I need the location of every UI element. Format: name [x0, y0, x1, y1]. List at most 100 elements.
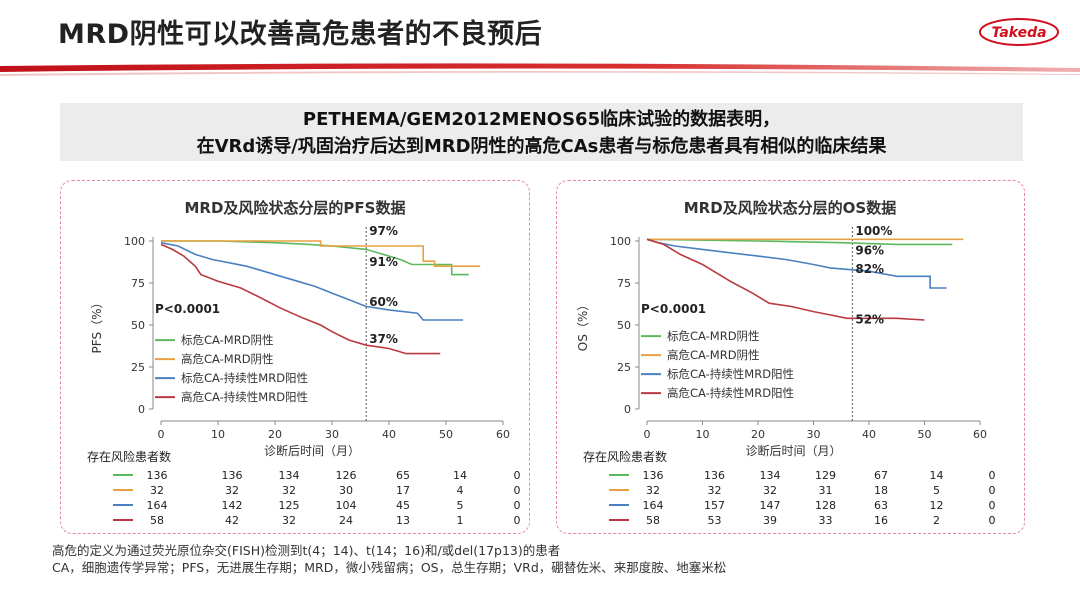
survival-annotation: 37% — [369, 332, 398, 346]
legend-label: 标危CA-持续性MRD阳性 — [181, 371, 308, 385]
x-tick-label: 60 — [973, 428, 987, 441]
survival-annotation: 52% — [855, 313, 884, 327]
series-line — [161, 240, 481, 267]
risk-count: 142 — [222, 499, 243, 512]
os-panel: MRD及风险状态分层的OS数据 0 25 50 75 100 0 10 20 30 40 50 60 诊断… — [556, 180, 1025, 534]
banner-line-1: PETHEMA/GEM2012MENOS65临床试验的数据表明， — [302, 109, 781, 130]
risk-count: 33 — [819, 514, 833, 527]
takeda-logo: Takeda — [979, 18, 1059, 46]
y-tick-label: 50 — [131, 319, 145, 332]
risk-count: 32 — [282, 484, 296, 497]
survival-annotation: 91% — [369, 255, 398, 269]
chart-title: MRD及风险状态分层的PFS数据 — [185, 199, 406, 217]
x-tick-label: 10 — [696, 428, 710, 441]
survival-annotation: 100% — [855, 224, 892, 238]
risk-count: 14 — [930, 469, 944, 482]
survival-annotation: 82% — [855, 262, 884, 276]
p-value: P<0.0001 — [155, 302, 220, 316]
legend-label: 高危CA-持续性MRD阳性 — [667, 386, 794, 400]
y-tick-label: 75 — [617, 277, 631, 290]
risk-count: 125 — [279, 499, 300, 512]
series-line — [160, 241, 464, 321]
x-tick-label: 10 — [211, 428, 225, 441]
risk-count: 12 — [930, 499, 944, 512]
risk-count: 58 — [150, 514, 164, 527]
x-tick-label: 50 — [439, 428, 453, 441]
series-line — [160, 243, 441, 355]
risk-table-title: 存在风险患者数 — [87, 449, 171, 464]
risk-count: 45 — [396, 499, 410, 512]
risk-count: 63 — [874, 499, 888, 512]
risk-count: 128 — [815, 499, 836, 512]
x-tick-label: 20 — [268, 428, 282, 441]
risk-count: 24 — [339, 514, 353, 527]
risk-count: 129 — [815, 469, 836, 482]
risk-count: 147 — [760, 499, 781, 512]
risk-count: 58 — [646, 514, 660, 527]
risk-count: 14 — [453, 469, 467, 482]
legend-label: 高危CA-持续性MRD阳性 — [181, 390, 308, 404]
risk-count: 157 — [704, 499, 725, 512]
risk-count: 4 — [457, 484, 464, 497]
risk-count: 67 — [874, 469, 888, 482]
legend-label: 高危CA-MRD阴性 — [181, 352, 274, 366]
risk-count: 5 — [457, 499, 464, 512]
y-tick-label: 0 — [138, 403, 145, 416]
x-tick-label: 30 — [325, 428, 339, 441]
risk-count: 18 — [874, 484, 888, 497]
risk-count: 0 — [989, 484, 996, 497]
legend-label: 高危CA-MRD阴性 — [667, 348, 760, 362]
header-swoosh — [0, 63, 1080, 76]
risk-count: 53 — [708, 514, 722, 527]
y-axis-label: PFS（%） — [90, 297, 104, 354]
summary-banner: PETHEMA/GEM2012MENOS65临床试验的数据表明， 在VRd诱导/… — [60, 103, 1023, 161]
risk-count: 39 — [763, 514, 777, 527]
risk-count: 31 — [819, 484, 833, 497]
legend-label: 标危CA-MRD阴性 — [667, 329, 760, 343]
risk-count: 17 — [396, 484, 410, 497]
banner-line-2: 在VRd诱导/巩固治疗后达到MRD阴性的高危CAs患者与标危患者具有相似的临床结… — [196, 136, 887, 157]
risk-count: 134 — [760, 469, 781, 482]
risk-count: 136 — [147, 469, 168, 482]
legend-label: 标危CA-持续性MRD阳性 — [667, 367, 794, 381]
x-tick-label: 60 — [496, 428, 510, 441]
risk-count: 0 — [514, 514, 521, 527]
chart-title: MRD及风险状态分层的OS数据 — [684, 199, 896, 217]
risk-count: 32 — [646, 484, 660, 497]
risk-count: 136 — [704, 469, 725, 482]
series-line — [646, 238, 947, 289]
x-tick-label: 40 — [382, 428, 396, 441]
x-tick-label: 0 — [644, 428, 651, 441]
risk-count: 126 — [336, 469, 357, 482]
x-tick-label: 50 — [918, 428, 932, 441]
risk-count: 164 — [147, 499, 168, 512]
risk-count: 136 — [222, 469, 243, 482]
risk-count: 42 — [225, 514, 239, 527]
y-tick-label: 100 — [124, 235, 145, 248]
x-axis-label: 诊断后时间（月） — [264, 443, 360, 458]
risk-count: 0 — [514, 499, 521, 512]
risk-count: 0 — [514, 469, 521, 482]
risk-count: 136 — [643, 469, 664, 482]
risk-count: 5 — [933, 484, 940, 497]
risk-count: 134 — [279, 469, 300, 482]
risk-count: 32 — [150, 484, 164, 497]
risk-count: 0 — [989, 469, 996, 482]
y-tick-label: 0 — [624, 403, 631, 416]
x-axis-label: 诊断后时间（月） — [745, 443, 841, 458]
risk-count: 2 — [933, 514, 940, 527]
risk-count: 65 — [396, 469, 410, 482]
series-line — [161, 240, 469, 276]
footnote-1: 高危的定义为通过荧光原位杂交(FISH)检测到t(4；14)、t(14；16)和… — [52, 543, 561, 558]
risk-count: 1 — [457, 514, 464, 527]
logo-text: Takeda — [991, 25, 1046, 41]
series-line — [646, 238, 953, 246]
legend-label: 标危CA-MRD阴性 — [181, 333, 274, 347]
y-axis-label: OS（%） — [576, 299, 590, 351]
risk-count: 0 — [514, 484, 521, 497]
y-tick-label: 75 — [131, 277, 145, 290]
footnote-2: CA，细胞遗传学异常；PFS，无进展生存期；MRD，微小残留病；OS，总生存期；… — [52, 560, 727, 575]
pfs-panel: MRD及风险状态分层的PFS数据 0 25 50 75 100 0 10 20 30 40 50 60 诊… — [60, 180, 530, 534]
risk-count: 30 — [339, 484, 353, 497]
